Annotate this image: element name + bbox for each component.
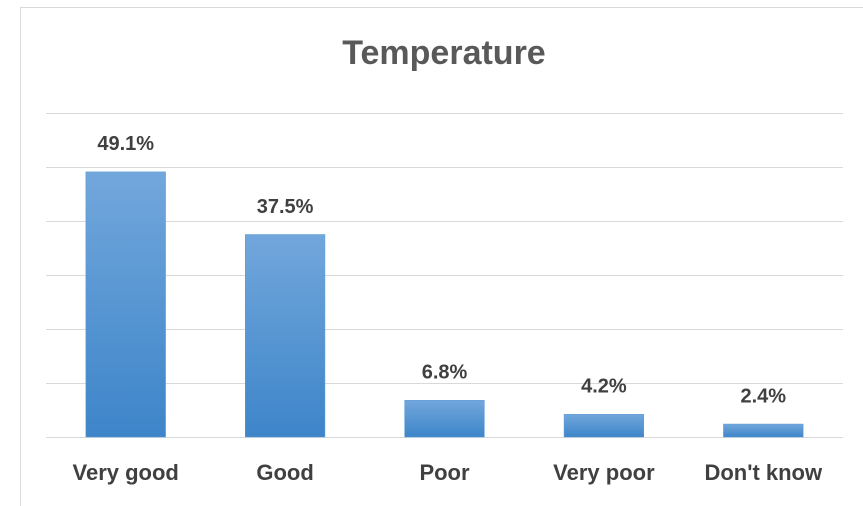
x-tick-label: Very good [73,460,179,485]
bar [85,171,166,438]
x-tick-label: Poor [419,460,470,485]
data-label: 4.2% [581,376,627,398]
bar [563,414,644,438]
x-tick-label: Very poor [553,460,655,485]
chart-title: Temperature [342,34,545,72]
x-tick-label: Don't know [704,460,823,485]
data-label: 49.1% [97,133,154,155]
data-label: 37.5% [257,196,314,218]
data-label: 6.8% [422,362,468,384]
data-label: 2.4% [741,385,787,407]
bar [245,234,326,438]
bar [404,400,485,438]
bar [723,423,804,438]
x-tick-label: Good [256,460,313,485]
